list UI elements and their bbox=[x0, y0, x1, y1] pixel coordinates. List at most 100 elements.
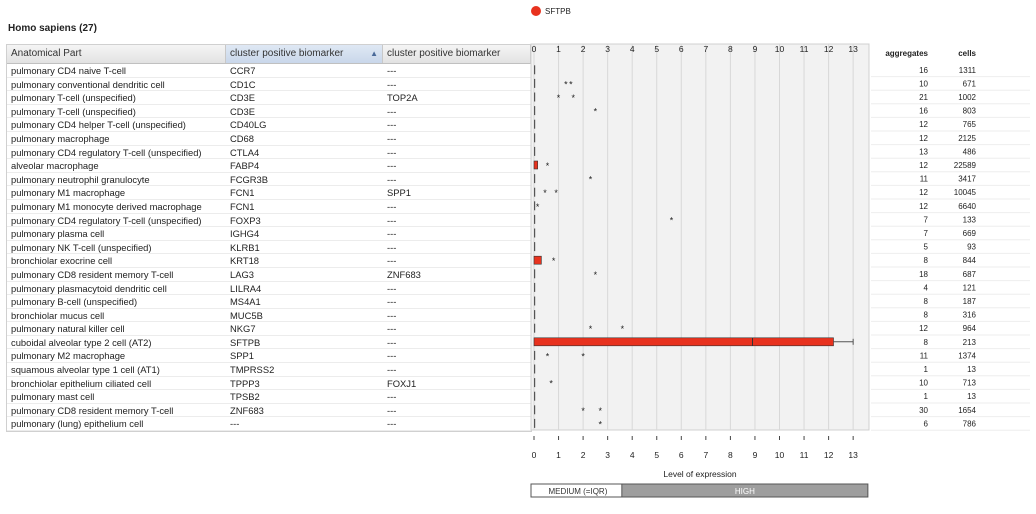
x-tick-label-bottom: 8 bbox=[728, 450, 733, 460]
biomarker-2-cell: FOXJ1 bbox=[387, 377, 417, 389]
table-row[interactable]: pulmonary CD8 resident memory T-cell LAG3… bbox=[7, 268, 531, 282]
biomarker-2-cell: --- bbox=[387, 173, 397, 185]
column-header-biomarker-1[interactable]: cluster positive biomarker ▲ bbox=[226, 45, 383, 63]
biomarker-cell: CD1C bbox=[230, 78, 256, 90]
table-row[interactable]: bronchiolar exocrine cell KRT18 --- bbox=[7, 254, 531, 268]
aggregates-header: aggregates bbox=[885, 49, 928, 58]
cells-value: 687 bbox=[963, 270, 977, 279]
sort-ascending-icon[interactable]: ▲ bbox=[370, 49, 378, 58]
biomarker-cell: CD3E bbox=[230, 105, 256, 117]
column-header-anatomical-part[interactable]: Anatomical Part bbox=[7, 45, 226, 63]
aggregates-value: 5 bbox=[924, 243, 929, 252]
aggregates-value: 21 bbox=[919, 93, 928, 102]
table-row[interactable]: bronchiolar mucus cell MUC5B --- bbox=[7, 309, 531, 323]
biomarker-cell: TPSB2 bbox=[230, 391, 260, 403]
cells-value: 13 bbox=[967, 365, 976, 374]
anatomical-part-cell: pulmonary M1 monocyte derived macrophage bbox=[11, 200, 202, 212]
biomarker-cell: ZNF683 bbox=[230, 404, 264, 416]
box-iqr bbox=[534, 92, 536, 102]
aggregates-value: 30 bbox=[919, 406, 928, 415]
cells-value: 3417 bbox=[958, 175, 976, 184]
anatomical-part-cell: pulmonary M2 macrophage bbox=[11, 350, 126, 362]
table-row[interactable]: pulmonary T-cell (unspecified) CD3E TOP2A bbox=[7, 91, 531, 105]
cells-value: 671 bbox=[963, 79, 977, 88]
table-row[interactable]: pulmonary CD4 regulatory T-cell (unspeci… bbox=[7, 146, 531, 160]
cells-value: 486 bbox=[963, 147, 977, 156]
biomarker-2-cell: --- bbox=[387, 323, 397, 335]
x-tick-label-bottom: 2 bbox=[581, 450, 586, 460]
table-row[interactable]: pulmonary T-cell (unspecified) CD3E --- bbox=[7, 105, 531, 119]
aggregates-value: 1 bbox=[924, 365, 929, 374]
table-row[interactable]: pulmonary natural killer cell NKG7 --- bbox=[7, 322, 531, 336]
outlier-marker: * bbox=[564, 79, 568, 89]
table-row[interactable]: pulmonary neutrophil granulocyte FCGR3B --… bbox=[7, 173, 531, 187]
table-row[interactable]: pulmonary CD8 resident memory T-cell ZNF6… bbox=[7, 404, 531, 418]
cells-value: 2125 bbox=[958, 134, 976, 143]
anatomical-part-cell: pulmonary mast cell bbox=[11, 391, 95, 403]
table-row[interactable]: pulmonary plasmacytoid dendritic cell LIL… bbox=[7, 282, 531, 296]
table-row[interactable]: squamous alveolar type 1 cell (AT1) TMPRS… bbox=[7, 363, 531, 377]
x-tick-label-top: 11 bbox=[800, 44, 809, 54]
outlier-marker: * bbox=[546, 351, 550, 361]
table-row[interactable]: pulmonary CD4 helper T-cell (unspecified… bbox=[7, 118, 531, 132]
outlier-marker: * bbox=[546, 161, 550, 171]
anatomical-part-cell: pulmonary neutrophil granulocyte bbox=[11, 173, 150, 185]
table-row[interactable]: pulmonary (lung) epithelium cell --- --- bbox=[7, 417, 531, 432]
table-row[interactable]: bronchiolar epithelium ciliated cell TPPP… bbox=[7, 377, 531, 391]
aggregates-value: 1 bbox=[924, 392, 929, 401]
box-iqr bbox=[534, 269, 536, 279]
biomarker-2-cell: --- bbox=[387, 309, 397, 321]
table-row[interactable]: alveolar macrophage FABP4 --- bbox=[7, 159, 531, 173]
box-iqr bbox=[534, 119, 536, 129]
expression-level-band bbox=[621, 483, 869, 498]
table-row[interactable]: pulmonary NK T-cell (unspecified) KLRB1 --… bbox=[7, 241, 531, 255]
outlier-marker: * bbox=[572, 93, 576, 103]
outlier-marker: * bbox=[536, 202, 540, 212]
biomarker-2-cell: --- bbox=[387, 228, 397, 240]
aggregates-value: 12 bbox=[919, 134, 928, 143]
table-row[interactable]: cuboidal alveolar type 2 cell (AT2) SFTPB… bbox=[7, 336, 531, 350]
anatomical-part-cell: pulmonary B-cell (unspecified) bbox=[11, 296, 138, 308]
anatomical-part-cell: squamous alveolar type 1 cell (AT1) bbox=[11, 364, 160, 376]
table-row[interactable]: pulmonary CD4 naive T-cell CCR7 --- bbox=[7, 64, 531, 78]
table-row[interactable]: pulmonary mast cell TPSB2 --- bbox=[7, 390, 531, 404]
table-body: pulmonary CD4 naive T-cell CCR7 --- pulmona… bbox=[7, 64, 531, 432]
biomarker-2-cell: --- bbox=[387, 364, 397, 376]
cells-value: 22589 bbox=[954, 161, 977, 170]
biomarker-cell: SPP1 bbox=[230, 350, 254, 362]
box-iqr bbox=[533, 337, 834, 347]
table-row[interactable]: pulmonary macrophage CD68 --- bbox=[7, 132, 531, 146]
anatomical-part-cell: pulmonary plasmacytoid dendritic cell bbox=[11, 282, 167, 294]
table-row[interactable]: pulmonary M2 macrophage SPP1 --- bbox=[7, 349, 531, 364]
legend-color-swatch bbox=[531, 6, 541, 16]
table-row[interactable]: pulmonary B-cell (unspecified) MS4A1 --- bbox=[7, 295, 531, 309]
cells-value: 121 bbox=[963, 283, 977, 292]
biomarker-cell: CTLA4 bbox=[230, 146, 260, 158]
outlier-marker: * bbox=[594, 270, 598, 280]
box-iqr bbox=[534, 282, 536, 292]
table-row[interactable]: pulmonary M1 monocyte derived macrophage… bbox=[7, 200, 531, 214]
biomarker-2-cell: --- bbox=[387, 200, 397, 212]
table-row[interactable]: pulmonary CD4 regulatory T-cell (unspeci… bbox=[7, 214, 531, 228]
aggregates-value: 10 bbox=[919, 379, 928, 388]
aggregates-value: 8 bbox=[924, 311, 929, 320]
anatomical-part-cell: pulmonary NK T-cell (unspecified) bbox=[11, 241, 152, 253]
anatomical-part-cell: bronchiolar epithelium ciliated cell bbox=[11, 377, 152, 389]
cells-value: 13 bbox=[967, 392, 976, 401]
table-row[interactable]: pulmonary M1 macrophage FCN1 SPP1 bbox=[7, 186, 531, 200]
box-iqr bbox=[534, 78, 536, 88]
box-iqr bbox=[534, 187, 536, 197]
aggregates-value: 7 bbox=[924, 215, 929, 224]
table-row[interactable]: pulmonary conventional dendritic cell CD1… bbox=[7, 78, 531, 92]
table-row[interactable]: pulmonary plasma cell IGHG4 --- bbox=[7, 227, 531, 241]
outlier-marker: * bbox=[557, 93, 561, 103]
outlier-marker: * bbox=[552, 256, 556, 266]
anatomical-part-cell: pulmonary CD8 resident memory T-cell bbox=[11, 404, 174, 416]
anatomical-part-cell: pulmonary CD4 regulatory T-cell (unspeci… bbox=[11, 146, 202, 158]
biomarker-cell: TPPP3 bbox=[230, 377, 260, 389]
biomarker-2-cell: --- bbox=[387, 336, 397, 348]
anatomical-part-cell: pulmonary natural killer cell bbox=[11, 323, 125, 335]
box-iqr bbox=[534, 242, 536, 252]
box-iqr bbox=[534, 174, 536, 184]
